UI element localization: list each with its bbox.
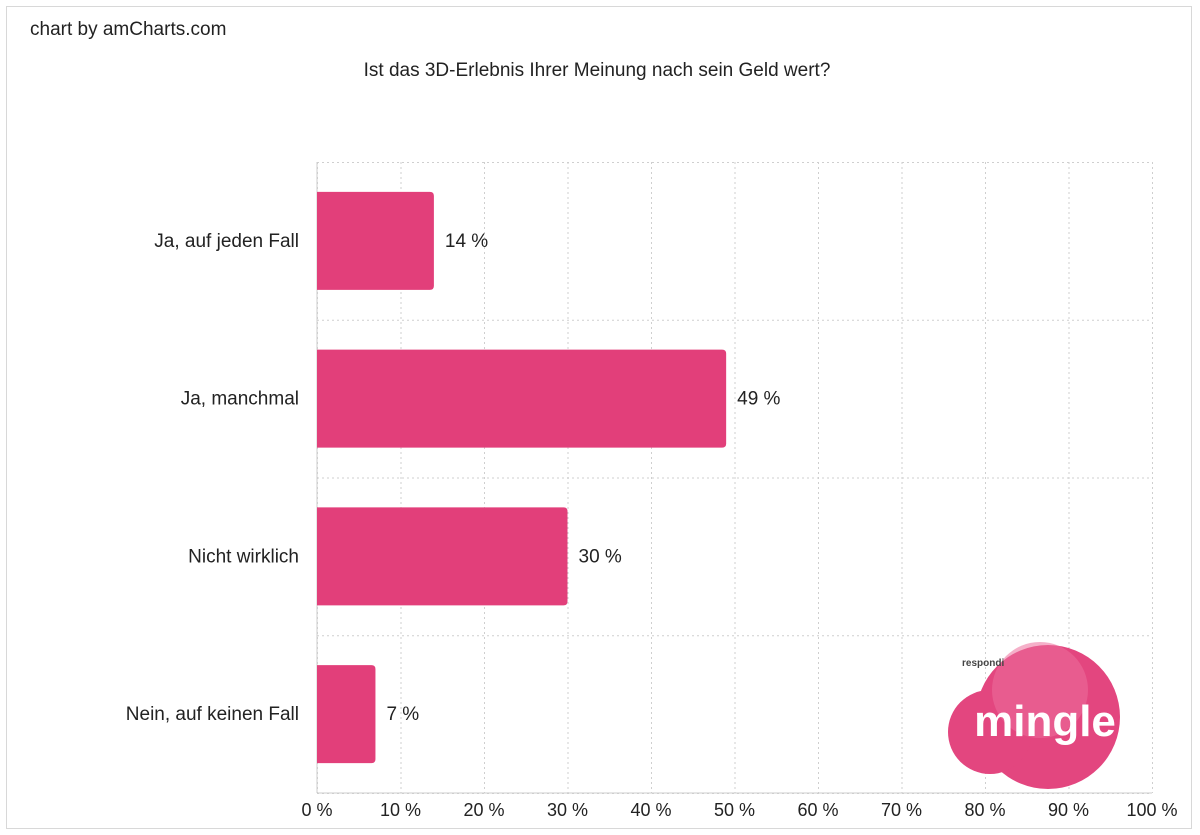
logo-small-text: respondi — [962, 658, 1004, 669]
logo-bubble-highlight — [992, 642, 1088, 738]
bars — [317, 191, 727, 764]
value-label: 49 % — [737, 389, 780, 410]
x-tick-label: 80 % — [964, 800, 1005, 820]
x-tick-label: 20 % — [463, 800, 504, 820]
value-label: 7 % — [386, 704, 419, 725]
chart-credit[interactable]: chart by amCharts.com — [30, 19, 227, 40]
x-tick-label: 60 % — [797, 800, 838, 820]
x-tick-label: 40 % — [630, 800, 671, 820]
category-label: Ja, auf jeden Fall — [154, 231, 299, 252]
value-label: 30 % — [579, 546, 622, 567]
chart-title: Ist das 3D-Erlebnis Ihrer Meinung nach s… — [363, 60, 831, 81]
bar — [317, 507, 568, 606]
respondi-mingle-logo: respondi mingle — [948, 642, 1120, 789]
bar — [317, 665, 376, 764]
category-label: Nicht wirklich — [188, 546, 299, 567]
x-tick-label: 70 % — [881, 800, 922, 820]
category-label: Ja, manchmal — [181, 389, 299, 410]
logo-text: mingle — [974, 697, 1116, 746]
x-tick-label: 10 % — [380, 800, 421, 820]
x-tick-label: 0 % — [301, 800, 332, 820]
x-tick-label: 90 % — [1048, 800, 1089, 820]
value-label: 14 % — [445, 231, 488, 252]
category-label: Nein, auf keinen Fall — [126, 704, 299, 725]
x-tick-label: 50 % — [714, 800, 755, 820]
bar — [317, 191, 434, 290]
labels: 0 % 10 % 20 % 30 % 40 % 50 % 60 % 70 % 80 % 90 % 1… — [126, 231, 1178, 820]
x-tick-label: 100 % — [1126, 800, 1177, 820]
bar — [317, 349, 727, 448]
x-tick-label: 30 % — [547, 800, 588, 820]
